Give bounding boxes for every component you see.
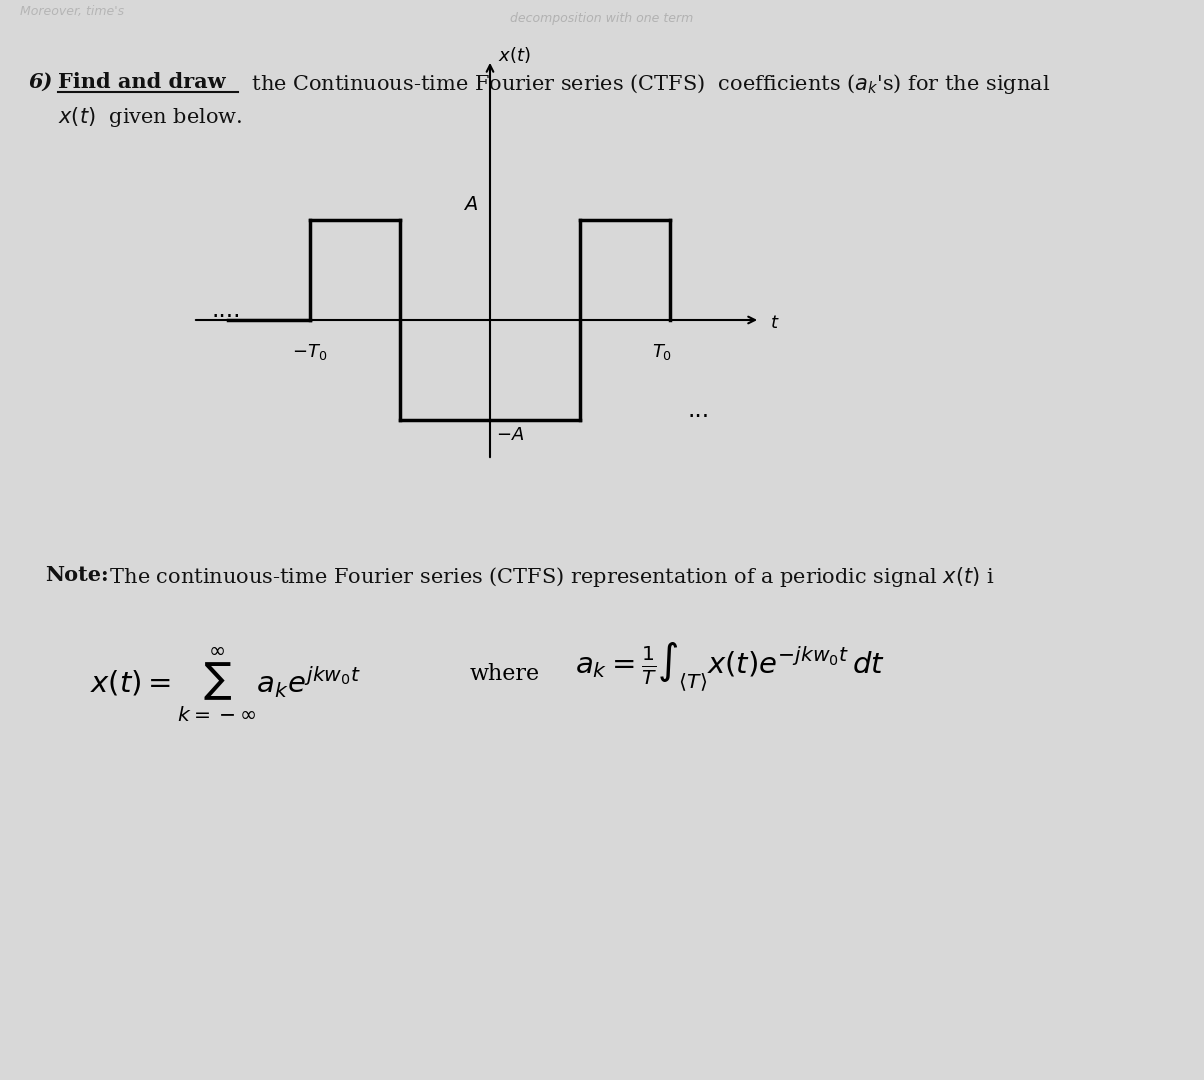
Text: ....: .... [211,298,241,322]
Text: where: where [470,663,541,685]
Text: $a_k = \frac{1}{T} \int_{\langle T \rangle} x(t)e^{-jkw_0 t}\,dt$: $a_k = \frac{1}{T} \int_{\langle T \rang… [576,640,885,694]
Text: decomposition with one term: decomposition with one term [510,12,694,25]
Text: the Continuous-time Fourier series (CTFS)  coefficients ($a_k$'s) for the signal: the Continuous-time Fourier series (CTFS… [244,72,1050,96]
Text: Moreover, time's: Moreover, time's [20,5,124,18]
Text: $A$: $A$ [464,195,478,214]
Text: 6): 6) [28,72,53,92]
Text: Find and draw: Find and draw [58,72,225,92]
Text: The continuous-time Fourier series (CTFS) representation of a periodic signal $x: The continuous-time Fourier series (CTFS… [104,565,995,589]
Text: $x(t)$  given below.: $x(t)$ given below. [58,105,242,129]
Text: ...: ... [687,399,710,422]
Text: Note:: Note: [45,565,108,585]
Text: $t$: $t$ [771,314,780,332]
Text: $x(t) = \sum_{k=-\infty}^{\infty} a_k e^{jkw_0 t}$: $x(t) = \sum_{k=-\infty}^{\infty} a_k e^… [90,645,361,724]
Text: $x(t)$: $x(t)$ [498,45,531,65]
Text: $-A$: $-A$ [496,426,524,444]
Text: $T_0$: $T_0$ [651,342,672,362]
Text: $-T_0$: $-T_0$ [293,342,327,362]
